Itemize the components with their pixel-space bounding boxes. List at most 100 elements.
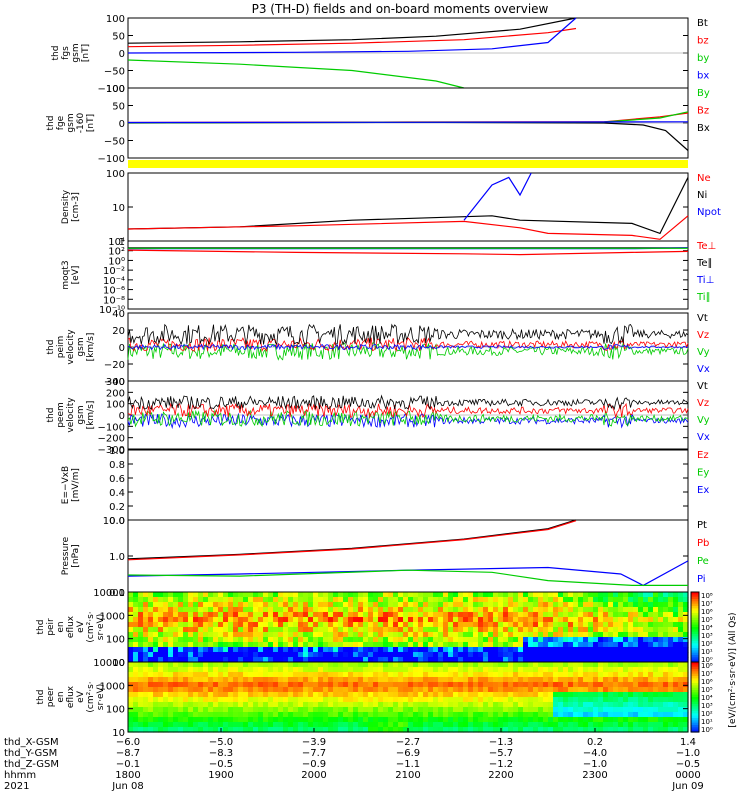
pressure-ytick-label: 0.1 (109, 588, 125, 599)
peer-cell (523, 697, 529, 703)
peir-cell (558, 622, 564, 628)
colorbar-cell (691, 697, 699, 700)
peir-cell (533, 657, 539, 663)
peer-cell (683, 722, 689, 728)
peir-cell (373, 617, 379, 623)
peer-cell (503, 712, 509, 718)
peir-cell (248, 612, 254, 618)
peir-cell (563, 632, 569, 638)
peir-cell (218, 652, 224, 658)
colorbar-label-text: [eV/(cm²·s·sr·eV)] (All Qs) (728, 612, 738, 727)
peer-cell (593, 727, 599, 733)
peir-cell (638, 637, 644, 643)
peir-cell (293, 597, 299, 603)
peer-cell (263, 682, 269, 688)
peem-ytick-label: 0 (119, 411, 125, 422)
peer-cell (313, 667, 319, 673)
peir-cell (463, 647, 469, 653)
peir-cell (543, 627, 549, 633)
peer-cell (443, 692, 449, 698)
peir-cell (503, 647, 509, 653)
peir-cell (583, 657, 589, 663)
peir-cell (383, 607, 389, 613)
peir-cell (503, 637, 509, 643)
peer-cell (358, 727, 364, 733)
peer-cell (188, 712, 194, 718)
peir-cell (173, 627, 179, 633)
peir-cell (383, 642, 389, 648)
peir-cell (553, 657, 559, 663)
peer-cell (608, 662, 614, 668)
peer-cell (168, 727, 174, 733)
peer-cell (433, 717, 439, 723)
peer-cell (558, 697, 564, 703)
peir-cell (168, 657, 174, 663)
peer-cell (373, 692, 379, 698)
peir-cell (258, 602, 264, 608)
peir-cell (173, 597, 179, 603)
peer-cell (293, 717, 299, 723)
peir-cell (378, 657, 384, 663)
peer-cell (283, 707, 289, 713)
peir-cell (363, 597, 369, 603)
peer-cell (318, 667, 324, 673)
peir-cell (633, 647, 639, 653)
peer-cell (478, 702, 484, 708)
peir-cell (408, 627, 414, 633)
peer-cell (468, 677, 474, 683)
peir-cell (608, 647, 614, 653)
peer-cell (673, 727, 679, 733)
peir-cell (248, 617, 254, 623)
peir-cell (263, 617, 269, 623)
peir-cell (303, 622, 309, 628)
peir-cell (213, 627, 219, 633)
peir-cell (393, 657, 399, 663)
peir-cell (443, 652, 449, 658)
peir-cell (468, 632, 474, 638)
peir-cell (653, 632, 659, 638)
peer-cell (223, 672, 229, 678)
peir-cell (448, 602, 454, 608)
efield-ytick-label: 0.0 (109, 516, 125, 527)
peer-cell (448, 667, 454, 673)
peer-cell (133, 662, 139, 668)
peir-cell (663, 597, 669, 603)
colorbar-cell (691, 638, 699, 642)
peer-cell (243, 682, 249, 688)
peer-cell (628, 667, 634, 673)
peir-cell (388, 627, 394, 633)
peir-cell (503, 642, 509, 648)
peer-cell (358, 692, 364, 698)
peer-cell (398, 697, 404, 703)
peer-cell (288, 722, 294, 728)
peer-cell (198, 662, 204, 668)
peer-cell (208, 727, 214, 733)
peer-cell (403, 692, 409, 698)
peir-cell (528, 612, 534, 618)
peer-cell (443, 707, 449, 713)
peer-cell (253, 677, 259, 683)
peir-cell (448, 652, 454, 658)
fgs-ylabel-line: gsm (71, 43, 81, 62)
peer-cell (198, 697, 204, 703)
peir-cell (173, 637, 179, 643)
xaxis-value: −1.0 (676, 748, 700, 759)
peir-cell (673, 642, 679, 648)
fgs-series-1 (127, 27, 577, 48)
peir-cell (248, 602, 254, 608)
peer-cell (613, 667, 619, 673)
colorbar-cell (691, 687, 699, 691)
peer-cell (653, 662, 659, 668)
peer-cell (558, 692, 564, 698)
peir-cell (188, 622, 194, 628)
peer-cell (553, 727, 559, 733)
peer-cell (523, 717, 529, 723)
peir-cell (173, 602, 179, 608)
peer-cell (648, 722, 654, 728)
peer-cell (403, 697, 409, 703)
peer-cell (358, 672, 364, 678)
peer-cell (648, 667, 654, 673)
peer-cell (408, 727, 414, 733)
peir-cell (623, 602, 629, 608)
peir-ylabel-line: eflux (66, 615, 76, 638)
